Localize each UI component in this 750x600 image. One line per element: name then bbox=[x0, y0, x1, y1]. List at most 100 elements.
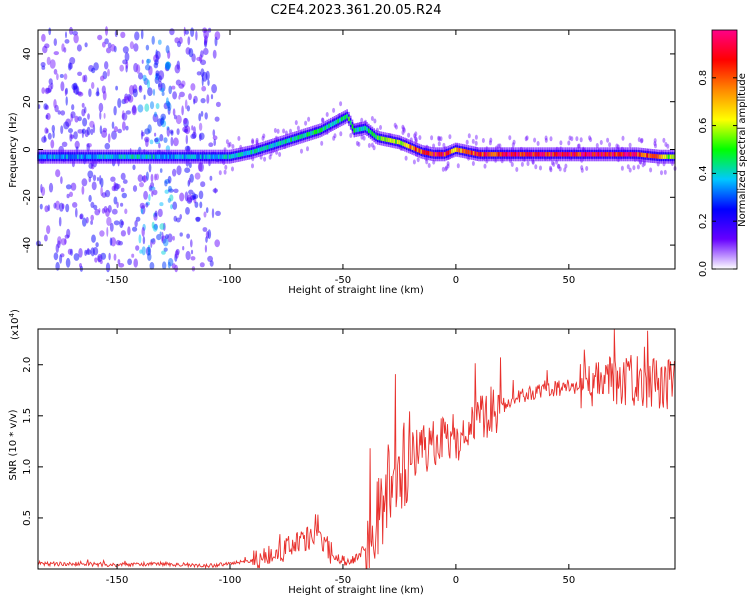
spectrogram-noise-speckle bbox=[539, 165, 542, 171]
spectrogram-noise-speckle bbox=[199, 201, 203, 209]
spectrogram-noise-speckle bbox=[580, 167, 584, 173]
spectrogram-ridge-core bbox=[534, 152, 536, 157]
spectrogram-noise-speckle bbox=[107, 133, 111, 143]
spectrogram-ridge-core bbox=[420, 149, 422, 154]
spectrogram-noise-speckle bbox=[557, 163, 561, 169]
spectrogram-noise-speckle bbox=[373, 118, 377, 124]
spectrogram-noise-speckle bbox=[99, 230, 105, 237]
spectrogram-ridge-core bbox=[265, 145, 267, 150]
spectrogram-ridge-core bbox=[505, 152, 507, 157]
spectrogram-ridge-core bbox=[539, 152, 542, 157]
spectrogram-noise-speckle bbox=[294, 120, 298, 126]
spectrogram-ridge-core bbox=[268, 144, 271, 149]
spectrogram-noise-speckle bbox=[53, 252, 59, 261]
spectrogram-ridge-core bbox=[431, 151, 433, 157]
spectrogram-noise-speckle bbox=[172, 235, 175, 241]
spectrogram-ridge-core bbox=[449, 149, 451, 155]
spectrogram-ridge-core bbox=[212, 154, 215, 159]
spectrogram-noise-speckle bbox=[599, 140, 603, 145]
spectrogram-noise-speckle bbox=[175, 114, 182, 125]
spectrogram-noise-speckle bbox=[372, 145, 376, 151]
spectrogram-noise-speckle bbox=[471, 161, 475, 166]
spectrogram-noise-speckle bbox=[169, 194, 174, 202]
spectrogram-noise-speckle bbox=[172, 91, 178, 100]
spectrogram-ridge-core bbox=[364, 125, 366, 131]
spectrogram-noise-speckle bbox=[201, 71, 208, 82]
spectrogram-noise-speckle bbox=[88, 176, 92, 183]
spectrogram-noise-speckle bbox=[41, 65, 46, 70]
spectrogram-ridge-core bbox=[490, 152, 493, 157]
spectrogram-ridge-core bbox=[434, 152, 437, 157]
spectrogram-ridge-core bbox=[543, 152, 545, 157]
spectrogram-ridge-core bbox=[301, 134, 303, 139]
spectrogram-noise-speckle bbox=[82, 75, 86, 83]
spectrogram-ridge-core bbox=[337, 118, 339, 124]
spectrogram-noise-speckle bbox=[474, 140, 478, 146]
spectrogram-noise-speckle bbox=[155, 72, 158, 78]
spectrogram-ridge-core bbox=[66, 154, 68, 159]
spectrogram-noise-speckle bbox=[55, 169, 61, 178]
spectrogram-ridge-core bbox=[178, 154, 180, 159]
snr-plot-area bbox=[37, 328, 675, 570]
spectrogram-noise-speckle bbox=[97, 34, 103, 41]
spectrogram-ridge-core bbox=[91, 154, 94, 159]
spectrogram-noise-speckle bbox=[48, 78, 53, 85]
spectrogram-noise-speckle bbox=[60, 176, 63, 185]
spectrogram-noise-speckle bbox=[65, 257, 71, 268]
spectrogram-noise-speckle bbox=[40, 62, 46, 67]
spectrogram-noise-speckle bbox=[427, 163, 431, 168]
spectrogram-noise-speckle bbox=[370, 142, 374, 148]
spectrogram-ridge-core bbox=[396, 139, 399, 145]
spectrogram-ridge-core bbox=[167, 154, 169, 159]
spectrogram-ridge-core bbox=[368, 128, 370, 133]
spectrogram-noise-speckle bbox=[456, 163, 460, 169]
spectrogram-noise-speckle bbox=[167, 175, 172, 184]
spectrogram-noise-speckle bbox=[41, 87, 45, 94]
spectrogram-noise-speckle bbox=[115, 183, 121, 190]
spectrogram-ridge-core bbox=[418, 148, 421, 153]
spectrogram-noise-speckle bbox=[300, 148, 303, 154]
spectrogram-ridge-core bbox=[644, 153, 647, 158]
spectrogram-noise-speckle bbox=[44, 43, 50, 49]
spectrogram-noise-speckle bbox=[132, 88, 138, 98]
spectrogram-noise-speckle bbox=[102, 127, 108, 133]
colorbar-tick-label: 0.6 bbox=[698, 118, 709, 134]
spectrogram-noise-speckle bbox=[111, 208, 118, 215]
spectrogram-noise-speckle bbox=[139, 182, 144, 188]
spectrogram-ridge-core bbox=[559, 152, 562, 157]
spectrogram-ridge-core bbox=[532, 152, 534, 157]
spectrogram-noise-speckle bbox=[133, 43, 139, 52]
spectrogram-ridge-core bbox=[333, 120, 336, 126]
spectrogram-noise-speckle bbox=[511, 142, 515, 148]
spectrogram-ridge-core bbox=[82, 154, 85, 159]
spectrogram-noise-speckle bbox=[187, 36, 191, 46]
spectrogram-ridge-core bbox=[201, 154, 204, 159]
spectrogram-noise-speckle bbox=[418, 135, 422, 141]
spectrogram-ridge-core bbox=[653, 153, 656, 159]
spectrogram-ridge-core bbox=[669, 154, 672, 159]
spectrogram-x-label: Height of straight line (km) bbox=[288, 285, 424, 296]
spectrogram-ridge-core bbox=[512, 152, 515, 157]
spectrogram-noise-speckle bbox=[467, 133, 471, 139]
spectrogram-ridge-core bbox=[295, 135, 298, 141]
spectrogram-ridge-core bbox=[633, 152, 636, 157]
spectrogram-noise-speckle bbox=[82, 117, 88, 127]
spectrogram-noise-speckle bbox=[393, 122, 397, 128]
spectrogram-noise-speckle bbox=[184, 99, 188, 110]
spectrogram-noise-speckle bbox=[69, 57, 76, 65]
spectrogram-ridge-core bbox=[501, 152, 504, 157]
spectrogram-noise-speckle bbox=[178, 83, 185, 89]
spectrogram-ridge-core bbox=[409, 144, 412, 150]
spectrogram-noise-speckle bbox=[117, 259, 121, 265]
spectrogram-noise-speckle bbox=[84, 42, 88, 48]
spectrogram-noise-speckle bbox=[195, 216, 201, 221]
spectrogram-ridge-core bbox=[619, 152, 621, 157]
spectrogram-noise-speckle bbox=[108, 252, 111, 261]
spectrogram-ridge-core bbox=[331, 121, 334, 127]
spectrogram-noise-speckle bbox=[215, 101, 221, 108]
spectrogram-ridge-core bbox=[46, 154, 48, 159]
spectrogram-ridge-core bbox=[115, 154, 117, 159]
spectrogram-ridge-core bbox=[588, 152, 591, 157]
spectrogram-noise-speckle bbox=[65, 31, 67, 39]
spectrogram-ridge-core bbox=[657, 154, 659, 159]
